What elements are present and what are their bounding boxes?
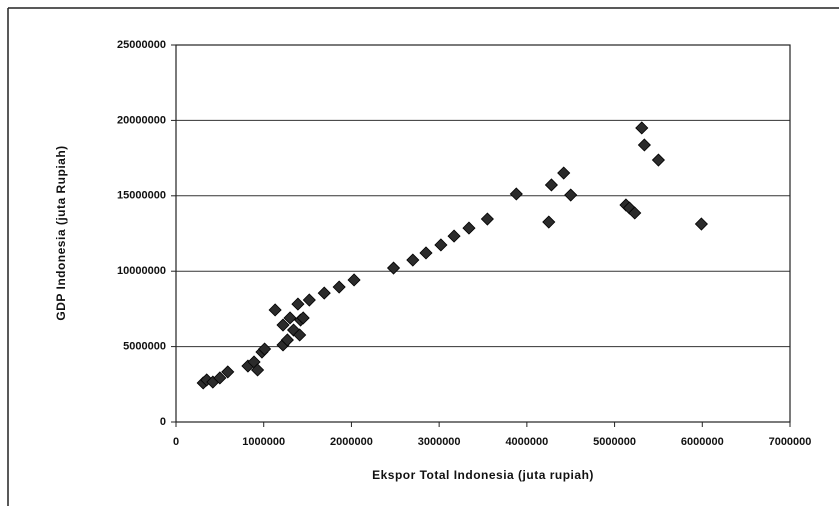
point [636, 122, 648, 134]
point [695, 218, 707, 230]
point [543, 216, 555, 228]
point [407, 254, 419, 266]
grid [176, 45, 790, 422]
y-tick-label: 20000000 [117, 114, 166, 126]
y-axis-title: GDP Indonesia (juta Rupiah) [54, 145, 68, 320]
point [652, 154, 664, 166]
y-tick-label: 15000000 [117, 190, 166, 202]
chart: Ekspor Total Indonesia (juta rupiah) GDP… [0, 0, 839, 506]
point [435, 239, 447, 251]
point [318, 287, 330, 299]
point [638, 139, 650, 151]
x-tick-label: 0 [173, 436, 179, 448]
y-tick-label: 10000000 [117, 265, 166, 277]
plot-area [176, 45, 790, 422]
point [448, 230, 460, 242]
point [292, 298, 304, 310]
x-tick-label: 4000000 [505, 436, 548, 448]
x-tick-label: 3000000 [418, 436, 461, 448]
point [565, 189, 577, 201]
x-tick-label: 1000000 [242, 436, 285, 448]
point [463, 222, 475, 234]
y-tick-label: 25000000 [117, 39, 166, 51]
y-tick-label: 5000000 [123, 341, 166, 353]
point [333, 281, 345, 293]
point [558, 167, 570, 179]
x-axis-title: Ekspor Total Indonesia (juta rupiah) [372, 468, 594, 482]
point [303, 294, 315, 306]
point [510, 188, 522, 200]
x-tick-label: 5000000 [593, 436, 636, 448]
point [481, 213, 493, 225]
x-tick-label: 2000000 [330, 436, 373, 448]
point [420, 247, 432, 259]
page: {"chart_data": {"type": "scatter", "x_la… [0, 0, 839, 506]
y-tick-label: 0 [160, 416, 166, 428]
point [545, 179, 557, 191]
point [269, 304, 281, 316]
point [388, 262, 400, 274]
point [348, 274, 360, 286]
x-tick-label: 6000000 [681, 436, 724, 448]
x-tick-label: 7000000 [769, 436, 812, 448]
